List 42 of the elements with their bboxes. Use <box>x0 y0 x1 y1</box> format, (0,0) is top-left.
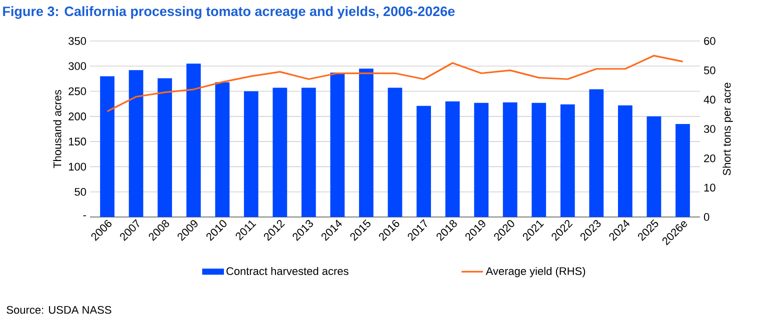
bar <box>618 105 632 217</box>
y2-tick-label: 20 <box>704 154 716 162</box>
y2-tick-label: 60 <box>704 37 716 45</box>
y2-axis-title: Short tons per acre <box>722 82 733 176</box>
bar <box>589 89 604 217</box>
y2-tick-label: 50 <box>704 66 716 74</box>
bar <box>272 88 288 217</box>
y-axis-title: Thousand acres <box>53 90 62 168</box>
bar <box>560 104 575 217</box>
bar <box>158 78 172 217</box>
bar <box>186 64 201 217</box>
bar <box>445 101 460 217</box>
y2-tick-label: 10 <box>704 184 716 192</box>
y-tick-label: 150 <box>68 138 86 146</box>
bar <box>301 88 316 217</box>
bar <box>100 76 114 217</box>
y2-tick-label: 40 <box>704 96 716 104</box>
bar <box>676 124 690 217</box>
bar <box>388 88 402 217</box>
y-tick-label: 200 <box>68 112 86 120</box>
y-tick-label: 250 <box>68 87 86 96</box>
y-tick-label: 100 <box>68 162 86 171</box>
bar <box>502 102 518 217</box>
bar <box>359 68 374 217</box>
source-note: Source: USDA NASS <box>6 306 112 314</box>
y2-tick-label: 30 <box>704 125 716 133</box>
bar <box>215 82 230 217</box>
chart-title: Figure 3: California processing tomato acreage and yields, 2006-2026e <box>3 6 455 19</box>
bar <box>416 106 431 217</box>
bar <box>646 116 662 217</box>
y2-tick-label: 0 <box>704 213 710 221</box>
y-tick-label: 50 <box>74 188 86 196</box>
legend-label: Contract harvested acres <box>226 266 348 276</box>
bar <box>244 91 258 217</box>
bar <box>128 70 144 217</box>
legend-label: Average yield (RHS) <box>486 266 586 278</box>
bar <box>474 102 489 217</box>
y-tick-label: 300 <box>68 62 86 70</box>
bar <box>532 102 546 217</box>
y-tick-label: - <box>83 215 86 216</box>
bar <box>330 72 345 217</box>
y-tick-label: 350 <box>68 37 86 45</box>
